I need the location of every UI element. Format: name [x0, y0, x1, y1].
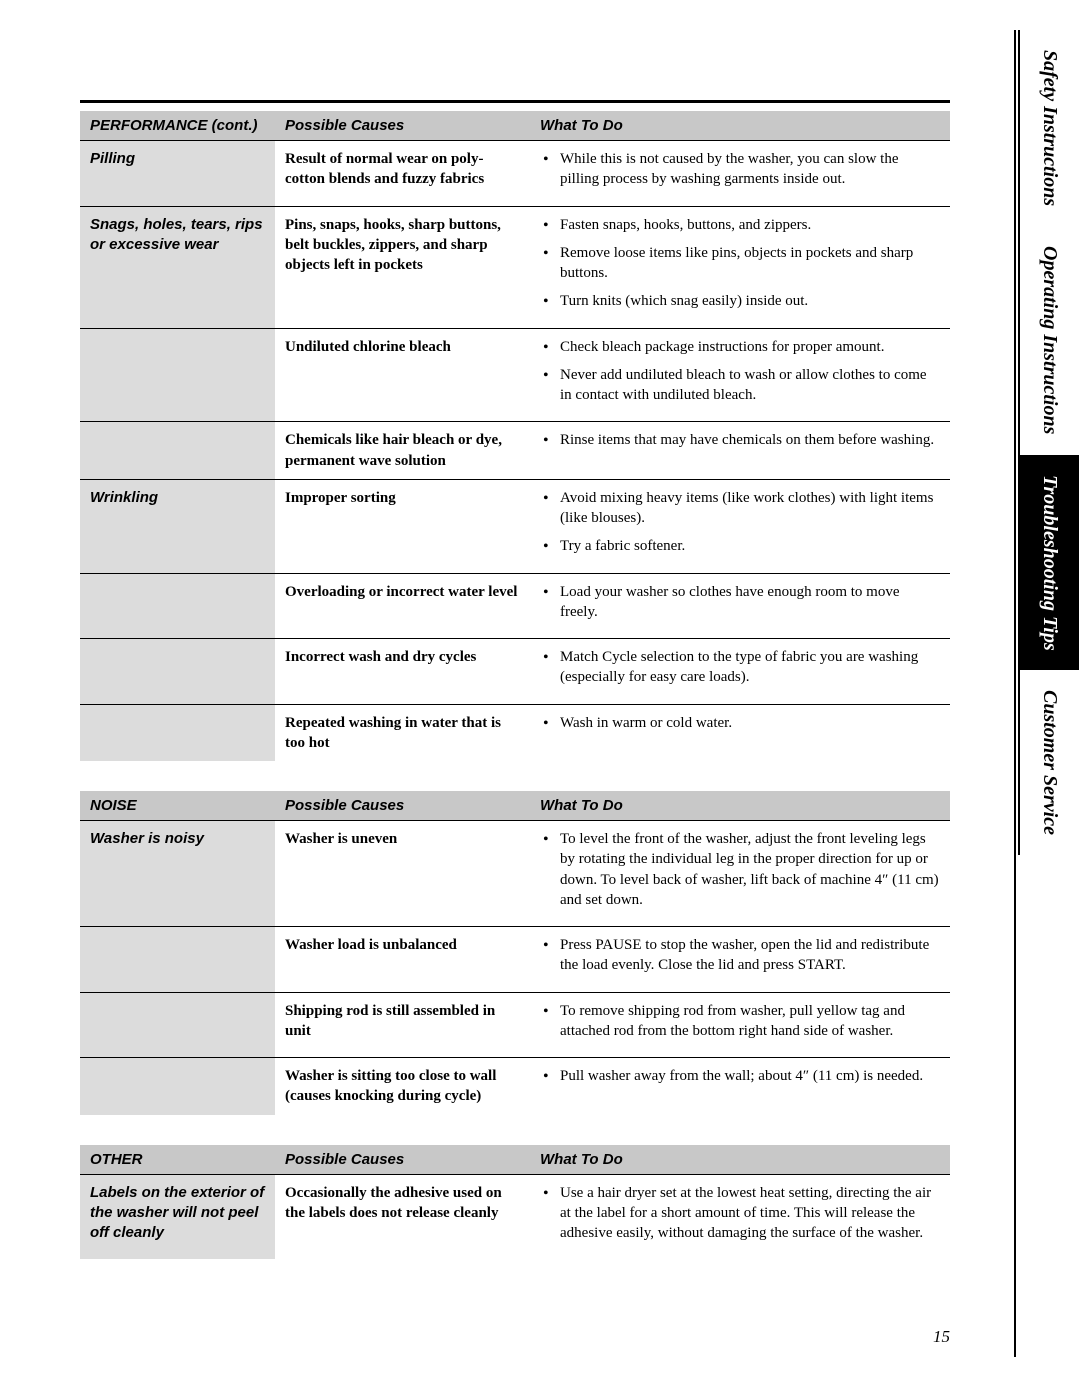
table-row: Undiluted chlorine bleach Check bleach pa… — [80, 328, 950, 422]
table-row: Chemicals like hair bleach or dye, perma… — [80, 422, 950, 480]
column-header: What To Do — [530, 791, 950, 821]
column-header: Possible Causes — [275, 111, 530, 141]
todo-item: Match Cycle selection to the type of fab… — [558, 647, 940, 688]
column-header: What To Do — [530, 1145, 950, 1175]
todo-item: Load your washer so clothes have enough … — [558, 582, 940, 623]
cause-cell: Pins, snaps, hooks, sharp buttons, belt … — [275, 206, 530, 328]
todo-cell: Wash in warm or cold water. — [530, 704, 950, 761]
table-row: Washer is noisyWasher is uneven To level … — [80, 821, 950, 927]
column-header: PERFORMANCE (cont.) — [80, 111, 275, 141]
todo-item: Press PAUSE to stop the washer, open the… — [558, 935, 940, 976]
todo-item: Rinse items that may have chemicals on t… — [558, 430, 940, 450]
table-row: Washer is sitting too close to wall (cau… — [80, 1058, 950, 1115]
todo-item: Turn knits (which snag easily) inside ou… — [558, 291, 940, 311]
column-header: OTHER — [80, 1145, 275, 1175]
todo-item: Try a fabric softener. — [558, 536, 940, 556]
table-row: Snags, holes, tears, rips or excessive w… — [80, 206, 950, 328]
column-header: NOISE — [80, 791, 275, 821]
troubleshooting-table: OTHERPossible CausesWhat To Do Labels on … — [80, 1145, 950, 1260]
cause-cell: Chemicals like hair bleach or dye, perma… — [275, 422, 530, 480]
todo-cell: Load your washer so clothes have enough … — [530, 573, 950, 639]
problem-cell: Labels on the exterior of the washer wil… — [80, 1174, 275, 1259]
column-header: What To Do — [530, 111, 950, 141]
problem-cell — [80, 1058, 275, 1115]
todo-cell: To remove shipping rod from washer, pull… — [530, 992, 950, 1058]
todo-cell: Fasten snaps, hooks, buttons, and zipper… — [530, 206, 950, 328]
problem-cell — [80, 422, 275, 480]
todo-item: Use a hair dryer set at the lowest heat … — [558, 1183, 940, 1244]
table-row: Incorrect wash and dry cycles Match Cycle… — [80, 639, 950, 705]
todo-item: Remove loose items like pins, objects in… — [558, 243, 940, 284]
todo-item: Avoid mixing heavy items (like work clot… — [558, 488, 940, 529]
table-row: Repeated washing in water that is too ho… — [80, 704, 950, 761]
todo-cell: Avoid mixing heavy items (like work clot… — [530, 479, 950, 573]
cause-cell: Incorrect wash and dry cycles — [275, 639, 530, 705]
problem-cell — [80, 927, 275, 993]
todo-cell: To level the front of the washer, adjust… — [530, 821, 950, 927]
cause-cell: Washer load is unbalanced — [275, 927, 530, 993]
todo-cell: While this is not caused by the washer, … — [530, 141, 950, 207]
todo-cell: Check bleach package instructions for pr… — [530, 328, 950, 422]
tab-customer-service: Customer Service — [1018, 670, 1079, 855]
cause-cell: Washer is uneven — [275, 821, 530, 927]
todo-item: To level the front of the washer, adjust… — [558, 829, 940, 910]
cause-cell: Washer is sitting too close to wall (cau… — [275, 1058, 530, 1115]
problem-cell — [80, 573, 275, 639]
column-header: Possible Causes — [275, 1145, 530, 1175]
todo-item: Never add undiluted bleach to wash or al… — [558, 365, 940, 406]
problem-cell: Pilling — [80, 141, 275, 207]
cause-cell: Undiluted chlorine bleach — [275, 328, 530, 422]
tab-operating: Operating Instructions — [1018, 226, 1079, 454]
problem-cell: Washer is noisy — [80, 821, 275, 927]
tab-safety: Safety Instructions — [1018, 30, 1079, 226]
table-row: Shipping rod is still assembled in unit T… — [80, 992, 950, 1058]
page-content: PERFORMANCE (cont.)Possible CausesWhat T… — [0, 0, 1010, 1329]
cause-cell: Result of normal wear on poly-cotton ble… — [275, 141, 530, 207]
cause-cell: Improper sorting — [275, 479, 530, 573]
vertical-divider — [1014, 30, 1016, 1357]
troubleshooting-table: NOISEPossible CausesWhat To DoWasher is … — [80, 791, 950, 1115]
todo-item: While this is not caused by the washer, … — [558, 149, 940, 190]
problem-cell — [80, 328, 275, 422]
side-tabs: Safety Instructions Operating Instructio… — [1018, 30, 1080, 855]
table-row: PillingResult of normal wear on poly-cot… — [80, 141, 950, 207]
problem-cell — [80, 704, 275, 761]
problem-cell — [80, 639, 275, 705]
todo-cell: Rinse items that may have chemicals on t… — [530, 422, 950, 480]
problem-cell — [80, 992, 275, 1058]
table-row: Overloading or incorrect water level Load… — [80, 573, 950, 639]
cause-cell: Overloading or incorrect water level — [275, 573, 530, 639]
todo-cell: Press PAUSE to stop the washer, open the… — [530, 927, 950, 993]
todo-item: Pull washer away from the wall; about 4″… — [558, 1066, 940, 1086]
problem-cell: Wrinkling — [80, 479, 275, 573]
table-row: Washer load is unbalanced Press PAUSE to … — [80, 927, 950, 993]
table-row: Labels on the exterior of the washer wil… — [80, 1174, 950, 1259]
tab-troubleshooting: Troubleshooting Tips — [1018, 455, 1079, 671]
cause-cell: Shipping rod is still assembled in unit — [275, 992, 530, 1058]
todo-item: Wash in warm or cold water. — [558, 713, 940, 733]
todo-cell: Pull washer away from the wall; about 4″… — [530, 1058, 950, 1115]
troubleshooting-table: PERFORMANCE (cont.)Possible CausesWhat T… — [80, 111, 950, 761]
column-header: Possible Causes — [275, 791, 530, 821]
cause-cell: Repeated washing in water that is too ho… — [275, 704, 530, 761]
cause-cell: Occasionally the adhesive used on the la… — [275, 1174, 530, 1259]
table-row: WrinklingImproper sorting Avoid mixing he… — [80, 479, 950, 573]
todo-item: Fasten snaps, hooks, buttons, and zipper… — [558, 215, 940, 235]
todo-item: To remove shipping rod from washer, pull… — [558, 1001, 940, 1042]
todo-cell: Match Cycle selection to the type of fab… — [530, 639, 950, 705]
page-number: 15 — [933, 1327, 950, 1347]
top-rule — [80, 100, 950, 103]
todo-cell: Use a hair dryer set at the lowest heat … — [530, 1174, 950, 1259]
problem-cell: Snags, holes, tears, rips or excessive w… — [80, 206, 275, 328]
todo-item: Check bleach package instructions for pr… — [558, 337, 940, 357]
